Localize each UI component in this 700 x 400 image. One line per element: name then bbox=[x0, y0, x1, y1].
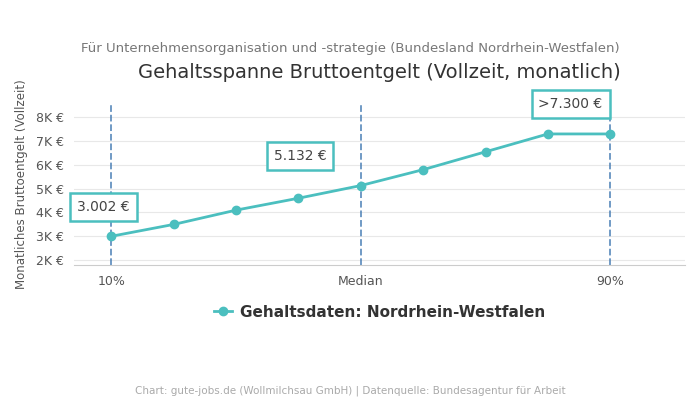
Line: Gehaltsdaten: Nordrhein-Westfalen: Gehaltsdaten: Nordrhein-Westfalen bbox=[107, 130, 615, 240]
Gehaltsdaten: Nordrhein-Westfalen: (7, 7.3e+03): Nordrhein-Westfalen: (7, 7.3e+03) bbox=[544, 132, 552, 136]
Text: Für Unternehmensorganisation und -strategie (Bundesland Nordrhein-Westfalen): Für Unternehmensorganisation und -strate… bbox=[80, 42, 620, 55]
Legend: Gehaltsdaten: Nordrhein-Westfalen: Gehaltsdaten: Nordrhein-Westfalen bbox=[208, 298, 552, 326]
Gehaltsdaten: Nordrhein-Westfalen: (5, 5.8e+03): Nordrhein-Westfalen: (5, 5.8e+03) bbox=[419, 167, 428, 172]
Gehaltsdaten: Nordrhein-Westfalen: (1, 3.5e+03): Nordrhein-Westfalen: (1, 3.5e+03) bbox=[169, 222, 178, 227]
Gehaltsdaten: Nordrhein-Westfalen: (6, 6.55e+03): Nordrhein-Westfalen: (6, 6.55e+03) bbox=[482, 149, 490, 154]
Text: >7.300 €: >7.300 € bbox=[538, 97, 603, 111]
Gehaltsdaten: Nordrhein-Westfalen: (0, 3e+03): Nordrhein-Westfalen: (0, 3e+03) bbox=[107, 234, 116, 239]
Text: Chart: gute-jobs.de (Wollmilchsau GmbH) | Datenquelle: Bundesagentur für Arbeit: Chart: gute-jobs.de (Wollmilchsau GmbH) … bbox=[134, 386, 566, 396]
Gehaltsdaten: Nordrhein-Westfalen: (2, 4.1e+03): Nordrhein-Westfalen: (2, 4.1e+03) bbox=[232, 208, 240, 212]
Gehaltsdaten: Nordrhein-Westfalen: (8, 7.3e+03): Nordrhein-Westfalen: (8, 7.3e+03) bbox=[606, 132, 615, 136]
Text: 5.132 €: 5.132 € bbox=[274, 149, 326, 163]
Gehaltsdaten: Nordrhein-Westfalen: (4, 5.13e+03): Nordrhein-Westfalen: (4, 5.13e+03) bbox=[356, 183, 365, 188]
Title: Gehaltsspanne Bruttoentgelt (Vollzeit, monatlich): Gehaltsspanne Bruttoentgelt (Vollzeit, m… bbox=[138, 63, 621, 82]
Gehaltsdaten: Nordrhein-Westfalen: (3, 4.6e+03): Nordrhein-Westfalen: (3, 4.6e+03) bbox=[294, 196, 302, 201]
Text: 3.002 €: 3.002 € bbox=[77, 200, 130, 214]
Y-axis label: Monatliches Bruttoentgelt (Vollzeit): Monatliches Bruttoentgelt (Vollzeit) bbox=[15, 79, 28, 289]
